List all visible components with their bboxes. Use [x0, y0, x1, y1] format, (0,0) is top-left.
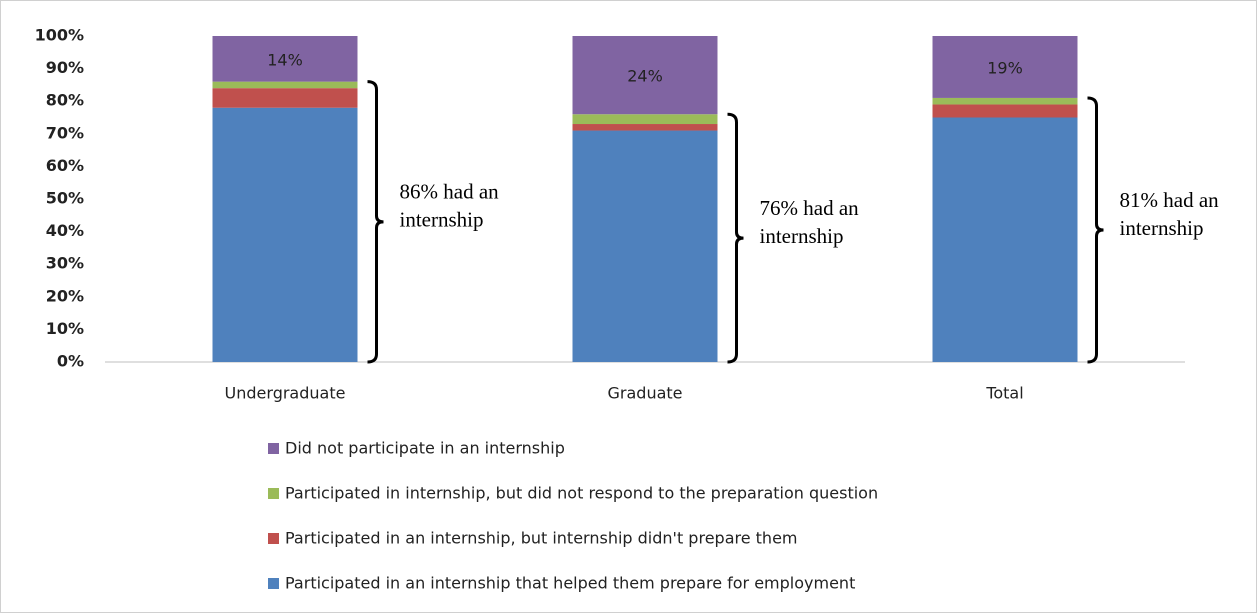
annotation: 81% had an: [1120, 188, 1220, 212]
y-tick-label: 80%: [46, 91, 84, 110]
data-label: 14%: [267, 50, 303, 69]
y-tick-label: 0%: [57, 352, 84, 371]
legend-swatch: [268, 578, 279, 589]
bar-segment: [212, 81, 358, 89]
legend-swatch: [268, 443, 279, 454]
y-tick-label: 70%: [46, 123, 84, 142]
legend-label: Participated in an internship, but inter…: [285, 529, 798, 548]
bar-segment: [932, 104, 1078, 118]
bar-segment: [572, 124, 718, 131]
bracket: [1087, 96, 1104, 364]
bracket: [727, 112, 744, 364]
legend-swatch: [268, 533, 279, 544]
y-tick-label: 10%: [46, 319, 84, 338]
y-tick-label: 30%: [46, 254, 84, 273]
y-tick-label: 50%: [46, 189, 84, 208]
x-tick-label: Total: [985, 384, 1023, 403]
y-tick-label: 20%: [46, 286, 84, 305]
bar-segment: [572, 36, 718, 115]
annotation: internship: [1120, 216, 1204, 240]
data-label: 24%: [627, 67, 663, 86]
bar-segment: [932, 97, 1078, 105]
y-tick-label: 90%: [46, 58, 84, 77]
bar-segment: [932, 117, 1078, 362]
x-tick-label: Undergraduate: [225, 384, 346, 403]
annotation: 76% had an: [760, 196, 860, 220]
y-tick-label: 40%: [46, 221, 84, 240]
legend-label: Participated in an internship that helpe…: [285, 574, 855, 593]
annotation: internship: [760, 224, 844, 248]
x-tick-label: Graduate: [608, 384, 683, 403]
bracket: [367, 80, 384, 364]
annotation: 86% had an: [400, 180, 500, 204]
bar-segment: [212, 36, 358, 82]
bar-segment: [572, 130, 718, 362]
y-tick-label: 100%: [35, 26, 84, 45]
bar-segment: [212, 88, 358, 108]
legend-swatch: [268, 488, 279, 499]
bar-segment: [572, 114, 718, 125]
bar-segment: [212, 107, 358, 362]
bar-segment: [932, 36, 1078, 98]
legend-label: Did not participate in an internship: [285, 439, 565, 458]
data-label: 19%: [987, 58, 1023, 77]
y-tick-label: 60%: [46, 156, 84, 175]
annotation: internship: [400, 208, 484, 232]
legend-label: Participated in internship, but did not …: [285, 484, 878, 503]
